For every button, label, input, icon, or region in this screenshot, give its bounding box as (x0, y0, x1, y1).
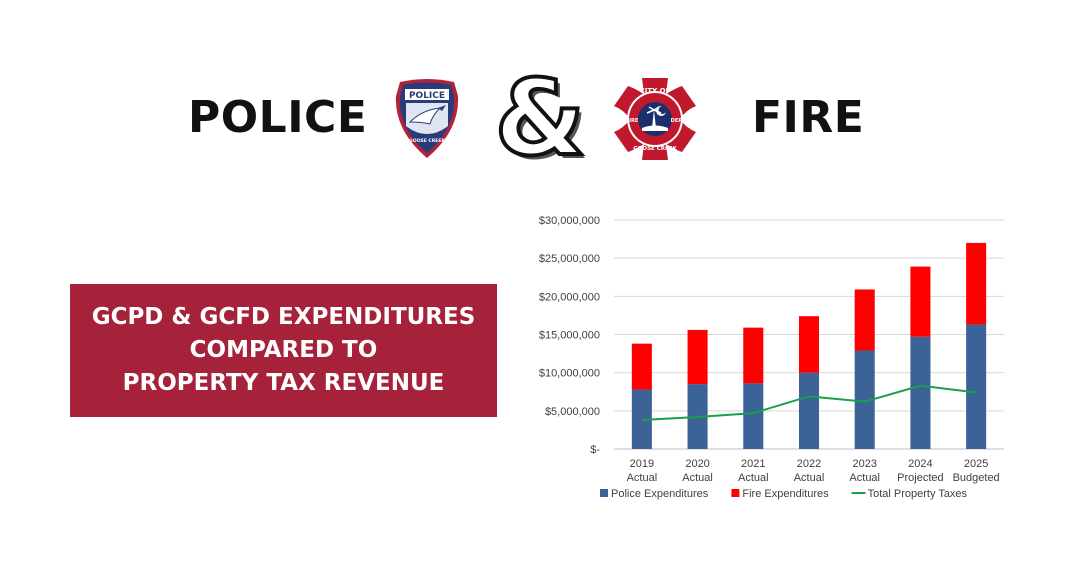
fire-expendituresbar (910, 266, 931, 337)
bars (631, 242, 987, 449)
x-tick-label: 2021 (741, 458, 765, 470)
fire-heading: FIRE (752, 92, 865, 143)
x-tick-label: 2025 (964, 458, 988, 470)
svg-text:&: & (499, 66, 588, 166)
fire-expendituresbar (631, 343, 652, 390)
svg-text:GOOSE CREEK: GOOSE CREEK (409, 138, 445, 144)
x-tick-label: 2019 (630, 458, 654, 470)
legend-label: Total Property Taxes (868, 488, 968, 500)
title-line-1: GCPD & GCFD EXPENDITURES (91, 304, 476, 330)
svg-text:CITY OF: CITY OF (640, 87, 671, 95)
svg-text:GOOSE CREEK: GOOSE CREEK (633, 146, 677, 152)
y-axis: $- $5,000,000 $10,000,000 $15,000,000 $20,00… (539, 215, 601, 456)
x-tick-label: Actual (682, 472, 713, 484)
legend-label: Police Expenditures (611, 488, 709, 500)
fire-expendituresbar (743, 327, 764, 384)
x-tick-label: Projected (897, 472, 943, 484)
y-tick-label: $30,000,000 (539, 215, 600, 227)
police-heading: POLICE (188, 92, 368, 143)
y-tick-label: $20,000,000 (539, 291, 600, 303)
x-tick-label: 2023 (852, 458, 876, 470)
y-tick-label: $- (590, 444, 600, 456)
police-expendituresbar (798, 372, 820, 449)
svg-text:DEPT: DEPT (671, 118, 686, 124)
svg-text:&: & (495, 66, 586, 166)
fire-expendituresbar (687, 329, 708, 385)
x-tick-label: Actual (627, 472, 658, 484)
fire-expendituresbar (966, 242, 987, 325)
legend-label: Fire Expenditures (742, 488, 829, 500)
police-expendituresbar (910, 336, 931, 449)
x-tick-label: 2024 (908, 458, 932, 470)
x-tick-label: Actual (849, 472, 880, 484)
legend-swatch (731, 489, 740, 497)
y-tick-label: $15,000,000 (539, 330, 600, 342)
expenditures-chart: $- $5,000,000 $10,000,000 $15,000,000 $20,00… (539, 215, 1004, 500)
y-tick-label: $5,000,000 (545, 406, 600, 418)
y-tick-label: $10,000,000 (539, 368, 600, 380)
x-tick-label: Actual (738, 472, 769, 484)
title-line-3: PROPERTY TAX REVENUE (122, 370, 445, 396)
title-banner: GCPD & GCFD EXPENDITURES COMPARED TO PRO… (70, 284, 497, 417)
x-tick-label: 2020 (685, 458, 709, 470)
fire-expendituresbar (854, 289, 875, 351)
svg-text:POLICE: POLICE (409, 91, 445, 101)
legend: Police Expenditures Fire Expenditures Tota… (600, 488, 968, 500)
fire-department-cross-icon: CITY OF FIRE DEPT GOOSE CREEK (614, 78, 696, 160)
police-expendituresbar (966, 324, 987, 449)
x-tick-label: 2022 (797, 458, 821, 470)
legend-swatch (600, 489, 608, 497)
x-axis: 2019 Actual 2020 Actual 2021 Actual 2022 Actual… (627, 458, 1000, 484)
title-line-2: COMPARED TO (189, 337, 378, 363)
police-badge-icon: POLICE GOOSE CREEK (395, 79, 459, 158)
ampersand-graphic: & & (493, 66, 588, 166)
police-expendituresbar (854, 350, 875, 449)
property-tax-line (641, 384, 977, 421)
x-tick-label: Actual (794, 472, 825, 484)
fire-expendituresbar (798, 316, 820, 373)
y-tick-label: $25,000,000 (539, 253, 600, 265)
x-tick-label: Budgeted (953, 472, 1000, 484)
svg-text:FIRE: FIRE (626, 118, 639, 124)
police-expendituresbar (743, 383, 764, 449)
